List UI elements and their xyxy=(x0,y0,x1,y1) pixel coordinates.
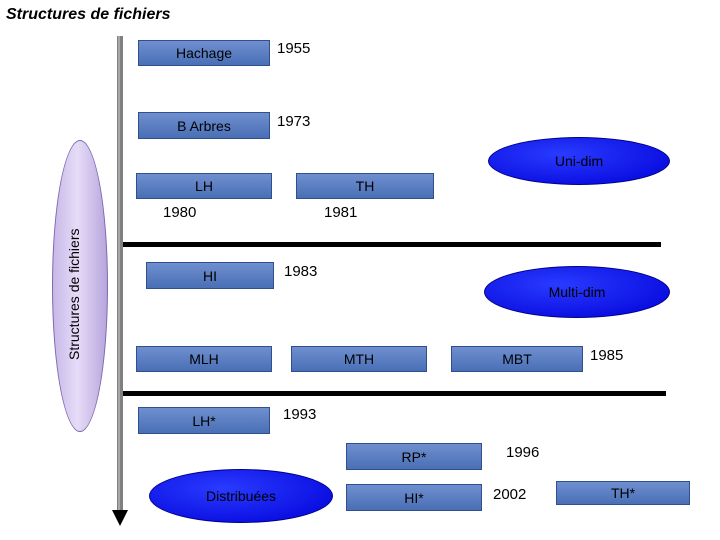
year-hi-star: 2002 xyxy=(493,486,527,503)
box-lh: LH xyxy=(136,173,272,199)
box-hi-star: HI* xyxy=(346,484,482,511)
separator-multi-distrib xyxy=(123,391,666,396)
page-title: Structures de fichiers xyxy=(6,6,171,23)
structures-ellipse xyxy=(52,140,108,432)
timeline-arrow xyxy=(112,36,128,526)
box-hi: HI xyxy=(146,262,274,289)
year-th: 1981 xyxy=(324,204,358,221)
year-lh-star: 1993 xyxy=(283,406,317,423)
box-mbt: MBT xyxy=(451,346,583,372)
separator-uni-multi xyxy=(123,242,661,247)
year-lh: 1980 xyxy=(163,204,197,221)
box-mth: MTH xyxy=(291,346,427,372)
category-multi-dim: Multi-dim xyxy=(484,266,670,318)
category-uni-dim: Uni-dim xyxy=(488,137,670,185)
box-th-star: TH* xyxy=(556,481,690,505)
category-distribuees: Distribuées xyxy=(149,469,333,523)
box-rp-star: RP* xyxy=(346,443,482,470)
box-b-arbres: B Arbres xyxy=(138,112,270,139)
year-b-arbres: 1973 xyxy=(277,113,311,130)
box-hachage: Hachage xyxy=(138,40,270,66)
box-lh-star: LH* xyxy=(138,407,270,434)
year-hi: 1983 xyxy=(284,263,318,280)
box-th: TH xyxy=(296,173,434,199)
year-mbt: 1985 xyxy=(590,347,624,364)
box-mlh: MLH xyxy=(136,346,272,372)
year-hachage: 1955 xyxy=(277,40,311,57)
year-rp-star: 1996 xyxy=(506,444,540,461)
side-axis-label: Structures de fichiers xyxy=(66,228,82,361)
